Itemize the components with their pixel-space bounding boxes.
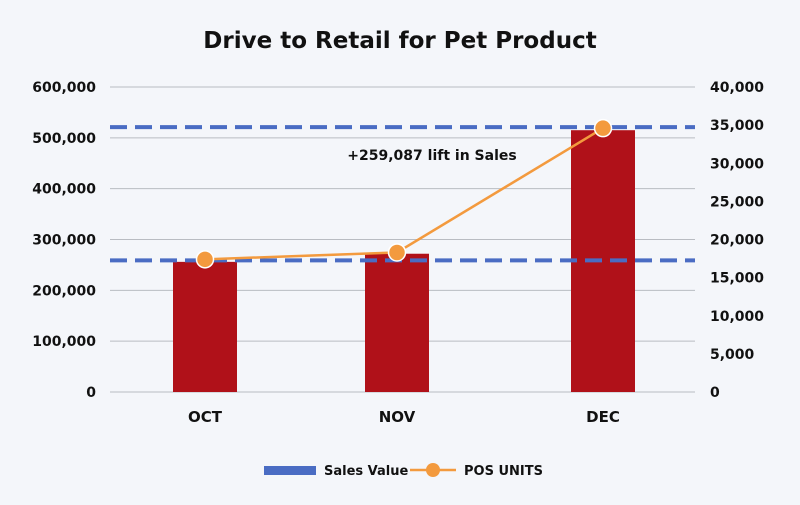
category-label: OCT — [188, 408, 223, 426]
line-series — [195, 118, 613, 269]
right-tick-label: 15,000 — [710, 271, 764, 287]
bar-series — [173, 130, 635, 393]
category-label: NOV — [379, 408, 416, 426]
left-tick-label: 500,000 — [32, 131, 96, 147]
legend-label: Sales Value — [324, 464, 409, 479]
chart-title: Drive to Retail for Pet Product — [203, 28, 596, 54]
right-tick-label: 20,000 — [710, 233, 764, 249]
right-tick-label: 25,000 — [710, 194, 764, 210]
right-tick-label: 0 — [710, 385, 720, 401]
line-point — [387, 243, 407, 262]
left-axis-ticks: 0 100,000 200,000 300,000 400,000 500,000 600,… — [32, 80, 96, 401]
category-label: DEC — [586, 408, 620, 426]
left-tick-label: 200,000 — [32, 283, 96, 299]
bar — [365, 253, 429, 392]
right-tick-label: 10,000 — [710, 309, 764, 325]
bar — [173, 261, 237, 392]
left-tick-label: 600,000 — [32, 80, 96, 96]
legend: Sales Value POS UNITS — [264, 463, 543, 479]
right-tick-label: 40,000 — [710, 80, 764, 96]
left-tick-label: 300,000 — [32, 233, 96, 249]
left-tick-label: 100,000 — [32, 334, 96, 350]
legend-marker — [426, 463, 440, 477]
right-axis-ticks: 0 5,000 10,000 15,000 20,000 25,000 30,000 35,0… — [710, 80, 764, 401]
left-tick-label: 400,000 — [32, 182, 96, 198]
right-tick-label: 5,000 — [710, 347, 755, 363]
right-tick-label: 30,000 — [710, 156, 764, 172]
left-tick-label: 0 — [86, 385, 96, 401]
category-labels: OCT NOV DEC — [188, 408, 620, 426]
legend-label: POS UNITS — [464, 464, 543, 479]
line-point — [195, 250, 215, 269]
lift-annotation: +259,087 lift in Sales — [347, 148, 516, 164]
line-point — [593, 118, 613, 138]
right-tick-label: 35,000 — [710, 118, 764, 134]
legend-swatch-sales-value — [264, 466, 316, 475]
